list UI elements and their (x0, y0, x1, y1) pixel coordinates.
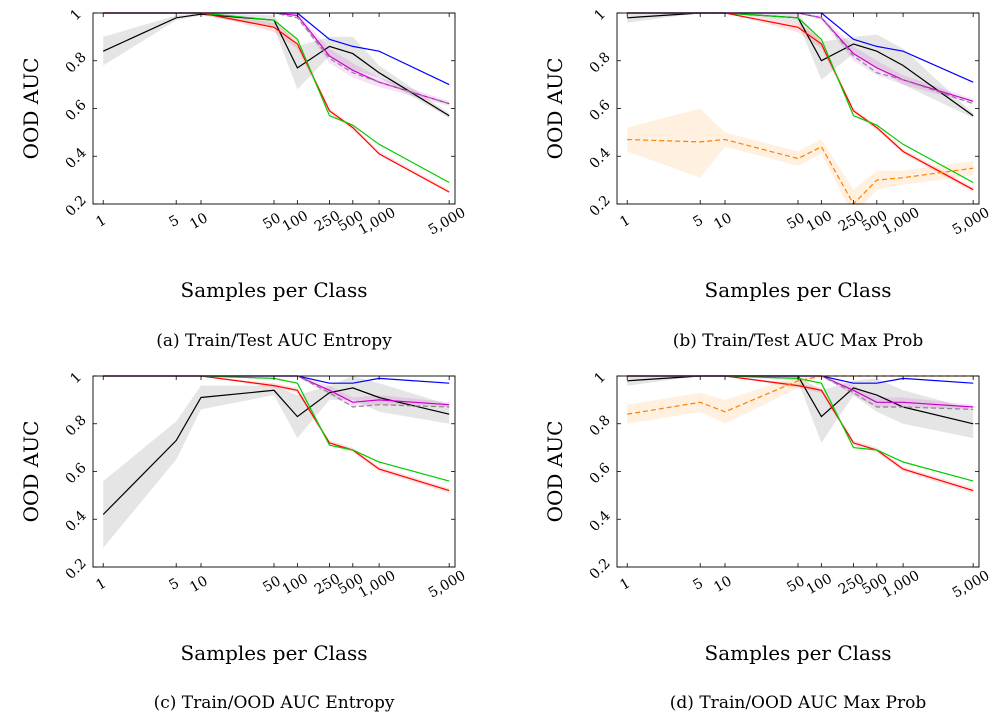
y-tick-label: 0.4 (63, 508, 90, 535)
x-tick-label: 5,000 (950, 205, 993, 239)
panel-caption: (d) Train/OOD AUC Max Prob (670, 693, 927, 713)
y-tick-label: 0.8 (63, 49, 90, 76)
series-1-line (103, 375, 450, 384)
series-0-line (102, 13, 450, 117)
x-tick-label: 10 (711, 210, 734, 233)
series-2-band (103, 13, 450, 193)
series-6-line (627, 138, 974, 205)
y-tick-label: 1 (591, 369, 609, 387)
y-tick-label: 0.4 (587, 145, 614, 172)
series-2-band (103, 376, 450, 493)
x-tick-label: 5 (690, 575, 706, 593)
x-tick-label: 10 (187, 210, 210, 233)
x-tick-label: 1 (617, 212, 633, 230)
series-6-band (627, 376, 974, 424)
x-tick-label: 50 (784, 210, 807, 233)
panel-caption: (c) Train/OOD AUC Entropy (154, 693, 395, 713)
x-tick-label: 100 (804, 571, 835, 598)
series-0-band (103, 376, 450, 548)
x-axis-label: Samples per Class (181, 278, 368, 302)
y-axis-label: OOD AUC (543, 58, 567, 160)
y-tick-label: 1 (591, 6, 609, 24)
y-tick-label: 0.2 (587, 556, 614, 583)
x-tick-label: 5 (690, 212, 706, 230)
x-tick-label: 1,000 (356, 568, 399, 602)
y-tick-label: 0.2 (63, 556, 90, 583)
y-tick-label: 0.8 (63, 412, 90, 439)
y-tick-label: 1 (67, 6, 85, 24)
x-tick-label: 100 (804, 208, 835, 235)
y-tick-label: 0.2 (63, 193, 90, 220)
x-tick-label: 50 (260, 573, 283, 596)
x-tick-label: 5,000 (950, 568, 993, 602)
y-tick-label: 0.4 (63, 145, 90, 172)
x-tick-label: 5,000 (426, 568, 469, 602)
series-6-band (627, 108, 974, 205)
plot-area (627, 12, 974, 205)
series-4-band (627, 376, 974, 410)
y-tick-label: 0.8 (587, 49, 614, 76)
plot-area (102, 12, 450, 193)
x-tick-label: 100 (280, 571, 311, 598)
panel-caption: (b) Train/Test AUC Max Prob (673, 331, 924, 351)
y-tick-label: 0.6 (587, 97, 614, 124)
x-tick-label: 1 (93, 575, 109, 593)
y-tick-label: 0.6 (587, 460, 614, 487)
y-tick-label: 0.2 (587, 193, 614, 220)
x-tick-label: 10 (711, 573, 734, 596)
series-2-line (103, 12, 450, 193)
y-axis-label: OOD AUC (19, 58, 43, 160)
x-tick-label: 1 (93, 212, 109, 230)
y-tick-label: 0.4 (587, 508, 614, 535)
y-axis-label: OOD AUC (19, 421, 43, 523)
x-tick-label: 50 (260, 210, 283, 233)
plot-area (627, 375, 974, 493)
x-tick-label: 5 (166, 212, 182, 230)
x-tick-label: 5,000 (426, 205, 469, 239)
x-axis-label: Samples per Class (705, 641, 892, 665)
series-3-line (627, 375, 974, 482)
x-tick-label: 1,000 (880, 568, 923, 602)
plot-area (102, 375, 450, 548)
x-tick-label: 50 (784, 573, 807, 596)
series-3-line (103, 12, 450, 184)
x-tick-label: 100 (280, 208, 311, 235)
panel-caption: (a) Train/Test AUC Entropy (156, 331, 392, 351)
y-tick-label: 1 (67, 369, 85, 387)
series-0-line (102, 387, 450, 515)
x-axis-label: Samples per Class (181, 641, 368, 665)
x-axis-label: Samples per Class (705, 278, 892, 302)
series-0-band (627, 376, 974, 443)
axes-frame (92, 12, 456, 205)
x-tick-label: 5 (166, 575, 182, 593)
y-tick-label: 0.6 (63, 460, 90, 487)
x-tick-label: 10 (187, 573, 210, 596)
y-axis-label: OOD AUC (543, 421, 567, 523)
y-tick-label: 0.8 (587, 412, 614, 439)
x-tick-label: 1 (617, 575, 633, 593)
series-4-band (103, 376, 450, 407)
y-tick-label: 0.6 (63, 97, 90, 124)
x-tick-label: 1,000 (880, 205, 923, 239)
series-2-band (627, 376, 974, 493)
x-tick-label: 1,000 (356, 205, 399, 239)
